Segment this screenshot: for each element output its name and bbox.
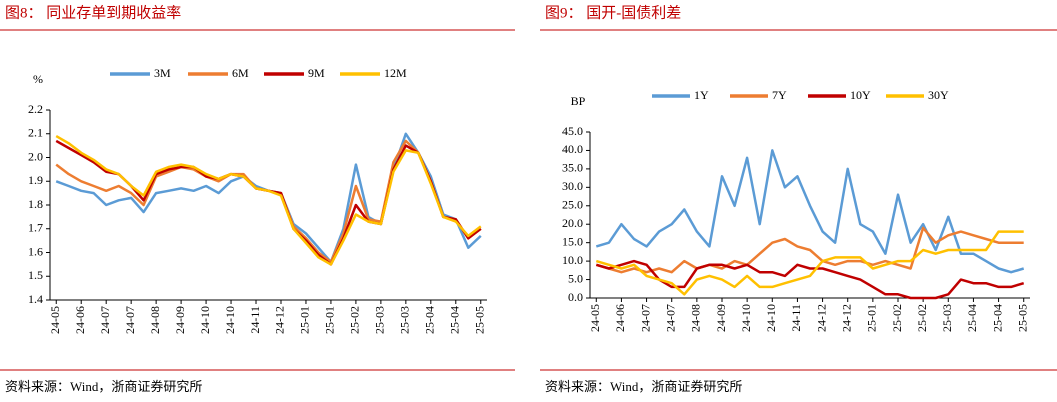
x-tick-label: 24-09 [714, 304, 728, 332]
series-line [55, 139, 482, 266]
x-tick-label: 24-12 [839, 304, 853, 332]
x-tick-label: 25-04 [448, 306, 462, 334]
x-tick-label: 25-05 [1015, 304, 1029, 332]
x-tick-label: 25-01 [865, 304, 879, 332]
x-tick-label: 25-03 [940, 304, 954, 332]
y-tick-label: 5.0 [568, 271, 583, 285]
legend-label: 9M [308, 66, 325, 80]
x-tick-label: 24-12 [273, 306, 287, 334]
x-tick-label: 25-04 [965, 304, 979, 332]
x-tick-label: 24-06 [73, 306, 87, 334]
y-tick-label: 25.0 [562, 198, 583, 212]
series-line [595, 230, 1024, 296]
legend-label: 12M [384, 66, 407, 80]
series-line [595, 259, 1025, 300]
y-tick-label: 1.5 [28, 268, 43, 282]
x-tick-label: 25-01 [298, 306, 312, 334]
x-tick-label: 24-08 [689, 304, 703, 332]
x-tick-label: 24-07 [98, 306, 112, 334]
legend-label: 6M [232, 66, 249, 80]
y-tick-label: 10.0 [562, 253, 583, 267]
legend-label: 10Y [850, 88, 871, 102]
x-tick-label: 25-04 [423, 306, 437, 334]
x-tick-label: 24-06 [613, 304, 627, 332]
y-tick-label: 30.0 [562, 179, 583, 193]
x-tick-label: 25-03 [398, 306, 412, 334]
y-tick-label: 1.6 [28, 244, 43, 258]
y-axis-label: BP [571, 94, 586, 108]
x-tick-label: 24-10 [739, 304, 753, 332]
y-tick-label: 2.2 [28, 102, 43, 116]
x-tick-label: 25-05 [473, 306, 487, 334]
source: 资料来源：Wind，浙商证券研究所 [545, 379, 742, 394]
y-tick-label: 1.8 [28, 197, 43, 211]
x-tick-label: 24-09 [173, 306, 187, 334]
chart-title: 图9： 国开-国债利差 [545, 4, 681, 21]
x-tick-label: 25-02 [915, 304, 929, 332]
x-tick-label: 25-02 [348, 306, 362, 334]
x-tick-label: 24-05 [48, 306, 62, 334]
y-tick-label: 2.1 [28, 126, 43, 140]
series-line [595, 226, 1024, 274]
y-tick-label: 2.0 [28, 149, 43, 163]
x-tick-label: 25-03 [373, 306, 387, 334]
x-tick-label: 24-11 [248, 306, 262, 334]
y-tick-label: 15.0 [562, 234, 583, 248]
x-tick-label: 24-10 [223, 306, 237, 334]
y-tick-label: 35.0 [562, 161, 583, 175]
y-axis-label: % [33, 72, 43, 86]
series-line [595, 149, 1025, 274]
x-tick-label: 24-07 [638, 304, 652, 332]
x-tick-label: 25-01 [323, 306, 337, 334]
x-tick-label: 25-04 [990, 304, 1004, 332]
legend-label: 30Y [928, 88, 949, 102]
x-tick-label: 24-05 [588, 304, 602, 332]
x-tick-label: 24-08 [148, 306, 162, 334]
y-tick-label: 1.9 [28, 173, 43, 187]
x-tick-label: 24-11 [789, 304, 803, 332]
y-tick-label: 40.0 [562, 142, 583, 156]
x-tick-label: 24-07 [663, 304, 677, 332]
legend-label: 1Y [694, 88, 709, 102]
y-tick-label: 1.7 [28, 221, 43, 235]
y-tick-label: 20.0 [562, 216, 583, 230]
y-tick-label: 1.4 [28, 292, 43, 306]
legend-label: 3M [154, 66, 171, 80]
x-tick-label: 24-07 [123, 306, 137, 334]
legend-label: 7Y [772, 88, 787, 102]
x-tick-label: 24-10 [764, 304, 778, 332]
y-tick-label: 0.0 [568, 290, 583, 304]
chart-title: 图8： 同业存单到期收益率 [5, 4, 181, 21]
series-line [55, 139, 482, 264]
x-tick-label: 25-02 [890, 304, 904, 332]
x-tick-label: 24-10 [198, 306, 212, 334]
y-tick-label: 45.0 [562, 124, 583, 138]
source: 资料来源：Wind，浙商证券研究所 [5, 379, 202, 394]
series-line [55, 135, 482, 266]
x-tick-label: 24-12 [814, 304, 828, 332]
